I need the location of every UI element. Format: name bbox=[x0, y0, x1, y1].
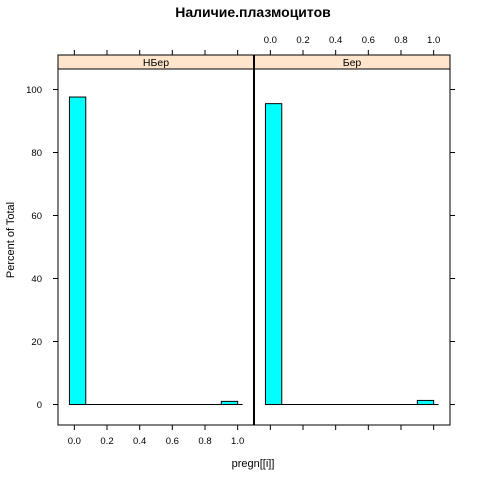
x-tick-label-top: 0.6 bbox=[362, 35, 375, 46]
y-tick-label: 20 bbox=[31, 337, 42, 348]
y-tick-label: 40 bbox=[31, 274, 42, 285]
x-tick-label-top: 0.0 bbox=[264, 35, 277, 46]
panel-frame-1 bbox=[253, 68, 451, 426]
plot-area: НБер 0.0 0.2 0.4 0.6 0.8 1.0 Бер 0.0 0.2 0.4 0.6 0.8… bbox=[26, 35, 455, 447]
strip-label-1: Бер bbox=[343, 57, 362, 69]
y-axis-label: Percent of Total bbox=[5, 202, 17, 278]
x-tick-label: 0.8 bbox=[198, 436, 211, 447]
x-tick-label-top: 1.0 bbox=[427, 35, 440, 46]
histogram-bar-0-0 bbox=[68, 96, 87, 406]
panel-frame-0 bbox=[57, 68, 255, 426]
histogram-bar-1-1 bbox=[416, 399, 435, 406]
x-tick-label: 0.6 bbox=[166, 436, 179, 447]
histogram-bar-0-1 bbox=[220, 400, 239, 406]
x-axis-label: pregn[[i]] bbox=[232, 458, 275, 470]
strip-label-0: НБер bbox=[143, 57, 169, 69]
x-tick-label: 1.0 bbox=[231, 436, 244, 447]
x-tick-label-top: 0.2 bbox=[296, 35, 309, 46]
x-tick-label: 0.4 bbox=[133, 436, 146, 447]
y-tick-label: 100 bbox=[26, 85, 42, 96]
histogram-bar-1-0 bbox=[264, 103, 283, 406]
y-tick-label: 60 bbox=[31, 211, 42, 222]
y-tick-label: 0 bbox=[37, 400, 42, 411]
chart-title: Наличие.плазмоцитов bbox=[175, 4, 331, 20]
x-tick-label: 0.2 bbox=[100, 436, 113, 447]
x-tick-label: 0.0 bbox=[68, 436, 81, 447]
y-tick-label: 80 bbox=[31, 148, 42, 159]
x-tick-label-top: 0.4 bbox=[329, 35, 342, 46]
x-tick-label-top: 0.8 bbox=[394, 35, 407, 46]
